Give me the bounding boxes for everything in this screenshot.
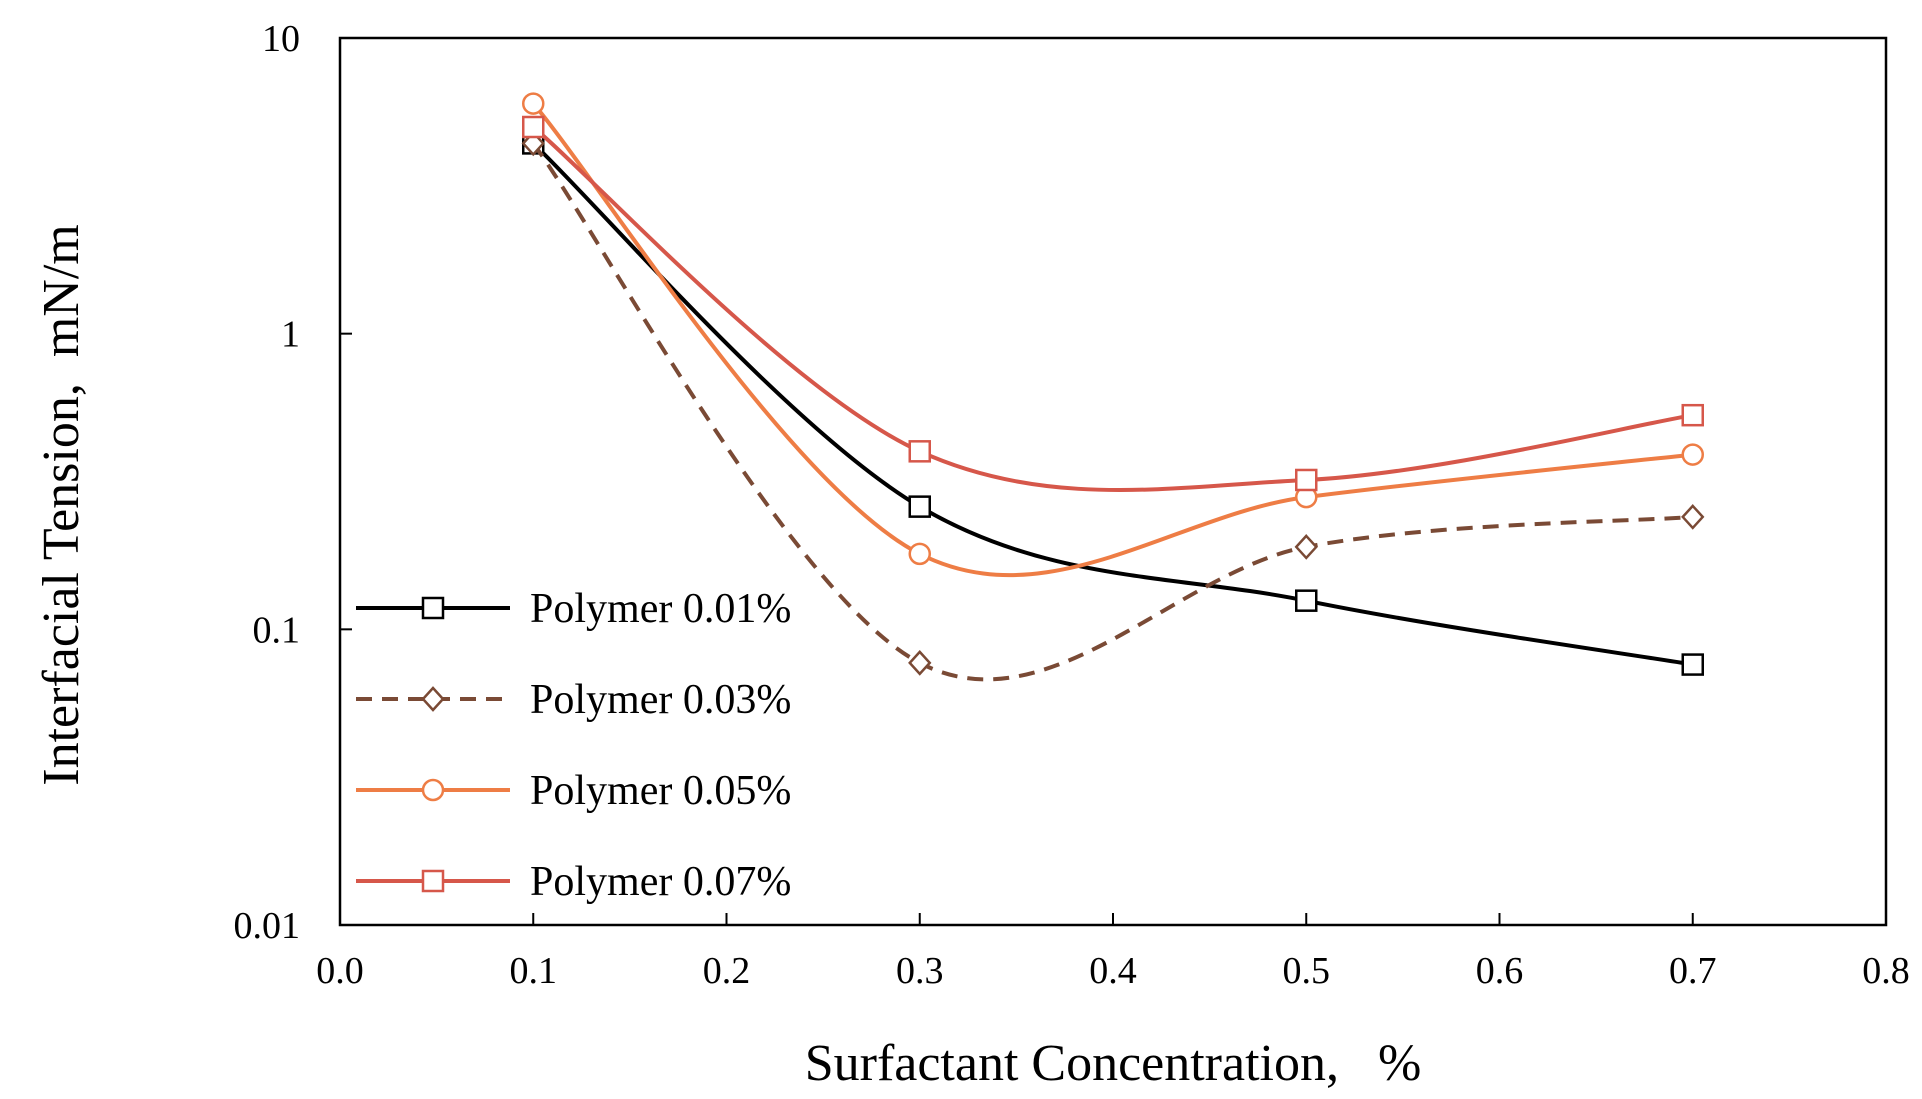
y-tick-label: 10 bbox=[262, 18, 300, 60]
x-axis-ticks: 0.0 0.1 0.2 0.3 0.4 0.5 0.6 0.7 0.8 bbox=[316, 913, 1910, 992]
x-tick-label: 0.3 bbox=[896, 950, 944, 992]
legend-label: Polymer 0.07% bbox=[530, 859, 791, 905]
legend-item-polymer-0-05: Polymer 0.05% bbox=[356, 768, 791, 814]
legend-marker bbox=[421, 686, 445, 712]
data-point bbox=[1681, 403, 1704, 427]
legend-label: Polymer 0.03% bbox=[530, 677, 791, 723]
y-tick-label: 0.1 bbox=[253, 609, 301, 651]
data-point bbox=[522, 115, 545, 139]
legend-label: Polymer 0.01% bbox=[530, 586, 791, 632]
series-polymer-0-03 bbox=[521, 130, 1705, 682]
data-point bbox=[1681, 504, 1705, 530]
data-point bbox=[1295, 589, 1318, 612]
data-point bbox=[1681, 443, 1704, 466]
legend: Polymer 0.01% Polymer 0.03% Polymer 0.05% P… bbox=[356, 586, 791, 905]
x-tick-label: 0.6 bbox=[1476, 950, 1524, 992]
x-tick-label: 0.1 bbox=[510, 950, 558, 992]
data-point bbox=[1294, 534, 1318, 560]
legend-marker bbox=[421, 778, 445, 802]
x-axis-title: Surfactant Concentration, % bbox=[805, 1035, 1422, 1092]
legend-item-polymer-0-07: Polymer 0.07% bbox=[356, 859, 791, 905]
x-tick-label: 0.5 bbox=[1283, 950, 1331, 992]
data-point bbox=[1681, 653, 1704, 676]
x-tick-label: 0.7 bbox=[1669, 950, 1717, 992]
series-line bbox=[531, 102, 1693, 578]
legend-marker bbox=[421, 869, 445, 893]
y-tick-label: 0.01 bbox=[234, 905, 301, 947]
data-point bbox=[908, 650, 932, 676]
y-tick-label: 1 bbox=[281, 314, 300, 356]
data-point bbox=[1295, 468, 1318, 492]
x-tick-label: 0.0 bbox=[316, 950, 364, 992]
y-axis-title: Interfacial Tension, mN/m bbox=[33, 224, 90, 785]
x-tick-label: 0.4 bbox=[1089, 950, 1137, 992]
x-tick-label: 0.2 bbox=[703, 950, 751, 992]
legend-item-polymer-0-01: Polymer 0.01% bbox=[356, 586, 791, 632]
data-point bbox=[908, 495, 931, 518]
legend-item-polymer-0-03: Polymer 0.03% bbox=[356, 677, 791, 723]
y-axis-ticks: 10 1 0.1 0.01 bbox=[234, 18, 352, 947]
data-point bbox=[908, 440, 931, 463]
data-point bbox=[522, 92, 545, 115]
series-line bbox=[531, 142, 1693, 682]
legend-marker bbox=[421, 596, 445, 620]
data-point bbox=[908, 542, 931, 566]
series-line bbox=[531, 125, 1694, 492]
series-layer bbox=[521, 92, 1705, 682]
series-polymer-0-07 bbox=[522, 115, 1704, 492]
x-tick-label: 0.8 bbox=[1862, 950, 1910, 992]
legend-label: Polymer 0.05% bbox=[530, 768, 791, 814]
series-polymer-0-05 bbox=[522, 92, 1704, 578]
